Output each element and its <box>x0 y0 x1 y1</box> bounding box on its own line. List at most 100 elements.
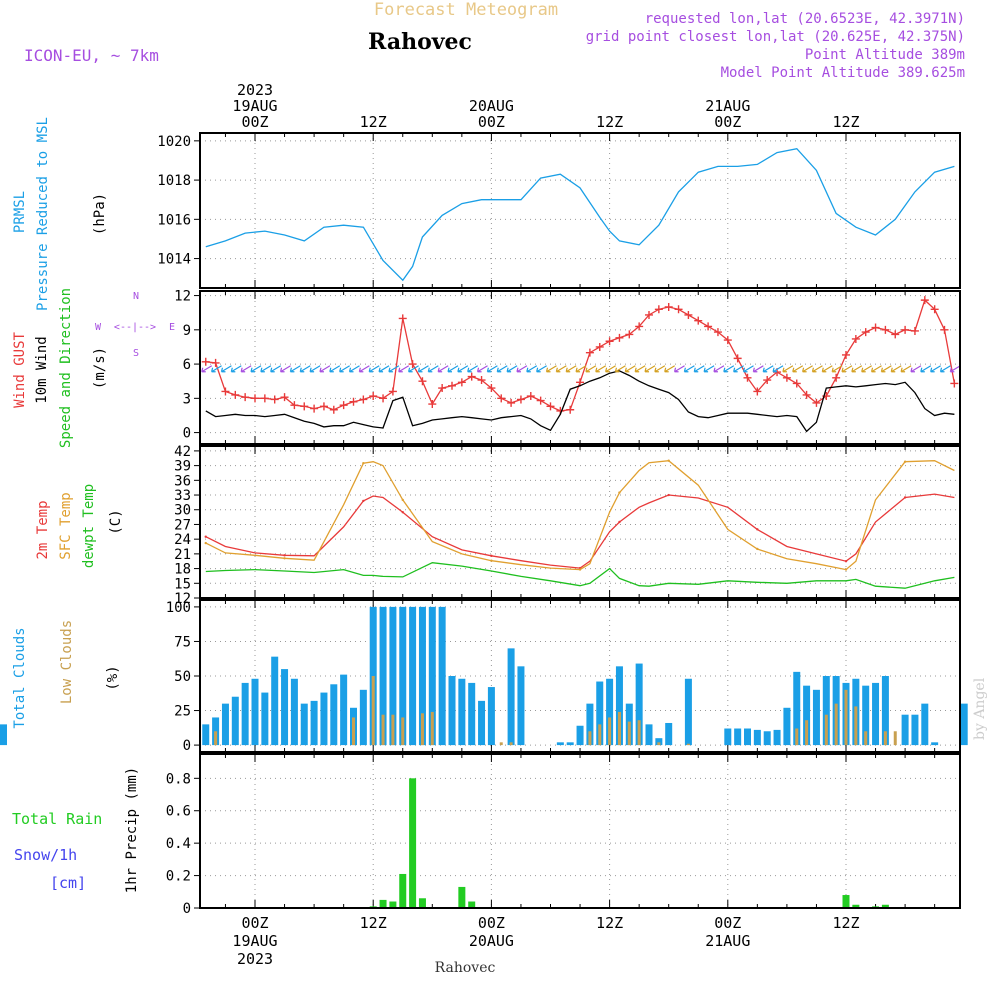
low-cloud-bar <box>883 731 887 746</box>
gust-marker <box>713 328 722 337</box>
gust-marker <box>733 354 742 363</box>
temp-point <box>756 528 759 531</box>
temperature-ytick-label: 33 <box>174 488 191 504</box>
gust-marker <box>684 310 693 319</box>
low-cloud-bar <box>864 731 868 746</box>
dewpt-temp-line <box>205 562 955 589</box>
gust-marker <box>418 377 427 386</box>
temperature-ytick-label: 39 <box>174 459 191 475</box>
wind-direction-arrow <box>949 365 961 373</box>
temp-point <box>618 520 621 524</box>
gust-marker <box>526 392 535 401</box>
total-cloud-bar <box>763 731 771 746</box>
total-cloud-bar <box>596 681 604 746</box>
total-cloud-bar <box>271 656 279 746</box>
gust-marker <box>438 384 447 393</box>
temperature-ytick-label: 42 <box>174 444 191 460</box>
low-cloud-bar <box>381 714 385 746</box>
precip-label-cm: [cm] <box>50 874 86 892</box>
wind-direction-arrow <box>792 365 804 373</box>
gust-marker <box>595 342 604 351</box>
total-cloud-bar <box>251 678 259 746</box>
gust-marker <box>398 314 407 323</box>
wind-direction-arrow <box>673 365 685 373</box>
total-cloud-bar <box>872 682 880 746</box>
wind-direction-arrow <box>368 365 380 373</box>
wind-direction-arrow <box>742 365 754 373</box>
low-cloud-bar <box>420 713 424 746</box>
temperature-ytick-label: 24 <box>174 532 191 548</box>
low-cloud-bar <box>854 706 858 746</box>
gust-marker <box>871 323 880 332</box>
temperature-ytick-label: 27 <box>174 517 191 533</box>
total-cloud-bar <box>418 606 426 746</box>
gust-marker <box>251 394 259 403</box>
total-cloud-bar <box>379 606 387 746</box>
gust-marker <box>457 378 466 387</box>
gust-marker <box>546 402 555 411</box>
total-cloud-bar <box>241 682 249 746</box>
time-label-top: 12Z <box>360 113 387 131</box>
gust-marker <box>664 302 673 311</box>
low-cloud-bar <box>391 714 395 746</box>
gust-marker <box>694 316 703 325</box>
pressure-ytick-label: 1014 <box>157 252 191 268</box>
wind-direction-arrow <box>299 365 311 373</box>
gust-marker <box>280 393 289 402</box>
precip-label-snow: Snow/1h <box>14 846 77 864</box>
precip-label-rain: Total Rain <box>12 810 102 828</box>
total-cloud-bar <box>822 676 830 746</box>
wind-direction-arrow <box>870 365 882 373</box>
wind-direction-arrow <box>890 365 902 373</box>
temp-point <box>362 461 365 465</box>
wind-direction-arrow <box>408 365 419 373</box>
gust-marker <box>507 398 516 407</box>
low-cloud-bar <box>588 731 592 746</box>
gust-marker <box>448 381 456 390</box>
time-label-top: 00Z <box>241 113 268 131</box>
product-title: Forecast Meteogram <box>374 0 558 20</box>
gust-marker <box>290 401 299 410</box>
wind-direction-arrow <box>270 365 282 373</box>
rain-bar <box>458 886 466 908</box>
total-cloud-bar <box>458 678 466 746</box>
clouds-ytick-label: 50 <box>174 669 191 685</box>
time-label-top: 12Z <box>596 113 623 131</box>
gust-marker <box>812 398 821 407</box>
clouds-ytick-label: 0 <box>183 738 191 754</box>
wind-direction-arrow <box>762 365 774 373</box>
gust-marker <box>388 387 397 396</box>
wind-axis-labels: Wind GUST 10m Wind Speed and Direction (… <box>12 288 175 448</box>
wind-direction-arrow <box>683 365 695 373</box>
pressure-panel: 1014 1016 1018 1020 <box>157 132 961 289</box>
wind-direction-arrow <box>555 365 567 373</box>
wind-direction-arrow <box>575 365 587 373</box>
temp-point <box>362 499 365 503</box>
gust-marker <box>753 387 762 396</box>
gust-marker <box>349 397 358 406</box>
wind-frame <box>199 290 961 445</box>
total-cloud-bar <box>783 707 791 746</box>
temperature-axis-labels: 2m Temp SFC Temp dewpt Temp (C) <box>35 484 124 568</box>
low-cloud-bar <box>637 720 641 746</box>
rain-bar <box>399 873 407 908</box>
low-cloud-bar <box>214 731 218 746</box>
gust-marker <box>743 373 752 382</box>
gust-marker <box>763 376 772 385</box>
pressure-ytick-label: 1020 <box>157 134 191 150</box>
wind-ylabel-10m: 10m Wind <box>34 336 50 403</box>
temp-point <box>283 557 286 560</box>
total-cloud-bar <box>724 728 732 746</box>
temp-point <box>401 510 404 514</box>
footer-location: Rahovec <box>435 960 496 976</box>
wind-direction-arrow <box>930 365 941 373</box>
temp-point <box>903 496 907 499</box>
wind-direction-arrow <box>545 365 557 373</box>
temp-point <box>618 491 621 494</box>
wind-direction-arrow <box>230 365 242 373</box>
pressure-axis-labels: PRMSL Pressure Reduced to MSL (hPa) <box>12 117 108 311</box>
total-cloud-bar <box>290 678 298 746</box>
low-cloud-bar <box>893 731 897 746</box>
